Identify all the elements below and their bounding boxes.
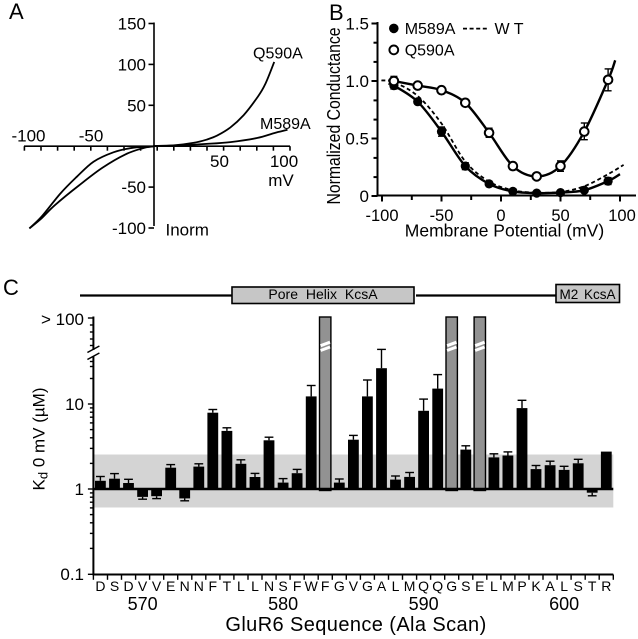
svg-text:50: 50: [210, 152, 229, 171]
svg-text:0: 0: [360, 187, 369, 206]
svg-text:A: A: [545, 578, 555, 594]
svg-text:G: G: [362, 578, 373, 594]
svg-text:W: W: [305, 578, 319, 594]
svg-text:Normalized Conductance: Normalized Conductance: [324, 28, 344, 205]
svg-text:A: A: [9, 0, 24, 24]
svg-text:-100: -100: [112, 219, 146, 238]
svg-text:V: V: [349, 578, 359, 594]
svg-text:N: N: [194, 578, 204, 594]
svg-text:10: 10: [65, 395, 84, 414]
svg-text:N: N: [180, 578, 190, 594]
svg-text:100: 100: [608, 207, 636, 225]
svg-text:S: S: [110, 578, 119, 594]
svg-text:L: L: [251, 578, 259, 594]
svg-text:W T: W T: [495, 21, 524, 38]
svg-text:-50: -50: [79, 127, 104, 146]
svg-text:M589A: M589A: [405, 21, 456, 38]
svg-text:P: P: [517, 578, 526, 594]
svg-text:0.1: 0.1: [60, 565, 84, 584]
svg-text:Pore Helix KcsA: Pore Helix KcsA: [268, 286, 378, 302]
svg-text:E: E: [166, 578, 175, 594]
svg-text:-50: -50: [121, 178, 146, 197]
svg-text:F: F: [293, 578, 302, 594]
svg-text:V: V: [152, 578, 162, 594]
svg-text:50: 50: [127, 96, 146, 115]
svg-text:A: A: [377, 578, 387, 594]
svg-text:> 100: > 100: [41, 310, 84, 329]
svg-text:G: G: [334, 578, 345, 594]
svg-text:GluR6 Sequence (Ala Scan): GluR6 Sequence (Ala Scan): [225, 614, 486, 636]
svg-text:T: T: [223, 578, 232, 594]
svg-text:M: M: [404, 578, 416, 594]
svg-text:S: S: [574, 578, 583, 594]
svg-text:F: F: [321, 578, 330, 594]
svg-text:L: L: [237, 578, 245, 594]
svg-text:L: L: [490, 578, 498, 594]
svg-text:580: 580: [268, 594, 298, 614]
svg-text:0.5: 0.5: [345, 130, 369, 149]
svg-text:50: 50: [551, 207, 569, 225]
svg-text:0: 0: [496, 207, 505, 225]
svg-text:S: S: [278, 578, 287, 594]
svg-text:1: 1: [75, 480, 84, 499]
svg-text:L: L: [560, 578, 568, 594]
svg-text:V: V: [138, 578, 148, 594]
svg-text:150: 150: [118, 15, 146, 34]
svg-text:Inorm: Inorm: [166, 221, 209, 240]
svg-text:T: T: [588, 578, 597, 594]
svg-text:M: M: [502, 578, 514, 594]
svg-text:-100: -100: [11, 127, 45, 146]
svg-text:570: 570: [128, 594, 158, 614]
svg-text:-100: -100: [365, 207, 398, 225]
svg-text:D: D: [95, 578, 105, 594]
svg-text:590: 590: [409, 594, 439, 614]
svg-text:C: C: [3, 275, 19, 300]
svg-text:1.0: 1.0: [345, 72, 369, 91]
svg-text:mV: mV: [268, 171, 294, 190]
svg-text:N: N: [264, 578, 274, 594]
svg-text:B: B: [329, 0, 344, 25]
svg-text:1.5: 1.5: [345, 15, 369, 34]
svg-text:600: 600: [549, 594, 579, 614]
svg-text:Q590A: Q590A: [253, 46, 303, 63]
svg-text:Kd 0 mV (µM): Kd 0 mV (µM): [30, 388, 51, 491]
svg-text:M2 KcsA: M2 KcsA: [559, 287, 615, 302]
svg-text:R: R: [601, 578, 611, 594]
svg-text:D: D: [123, 578, 133, 594]
svg-text:S: S: [461, 578, 470, 594]
svg-text:M589A: M589A: [260, 116, 311, 133]
svg-text:100: 100: [270, 152, 298, 171]
svg-text:K: K: [531, 578, 541, 594]
svg-text:G: G: [446, 578, 457, 594]
svg-text:Q: Q: [418, 578, 429, 594]
svg-text:Membrane Potential (mV): Membrane Potential (mV): [405, 221, 604, 241]
svg-text:E: E: [475, 578, 484, 594]
svg-text:100: 100: [118, 55, 146, 74]
svg-text:Q: Q: [432, 578, 443, 594]
svg-text:F: F: [209, 578, 218, 594]
svg-text:Q590A: Q590A: [405, 42, 455, 59]
svg-text:-50: -50: [430, 207, 454, 225]
svg-text:L: L: [392, 578, 400, 594]
